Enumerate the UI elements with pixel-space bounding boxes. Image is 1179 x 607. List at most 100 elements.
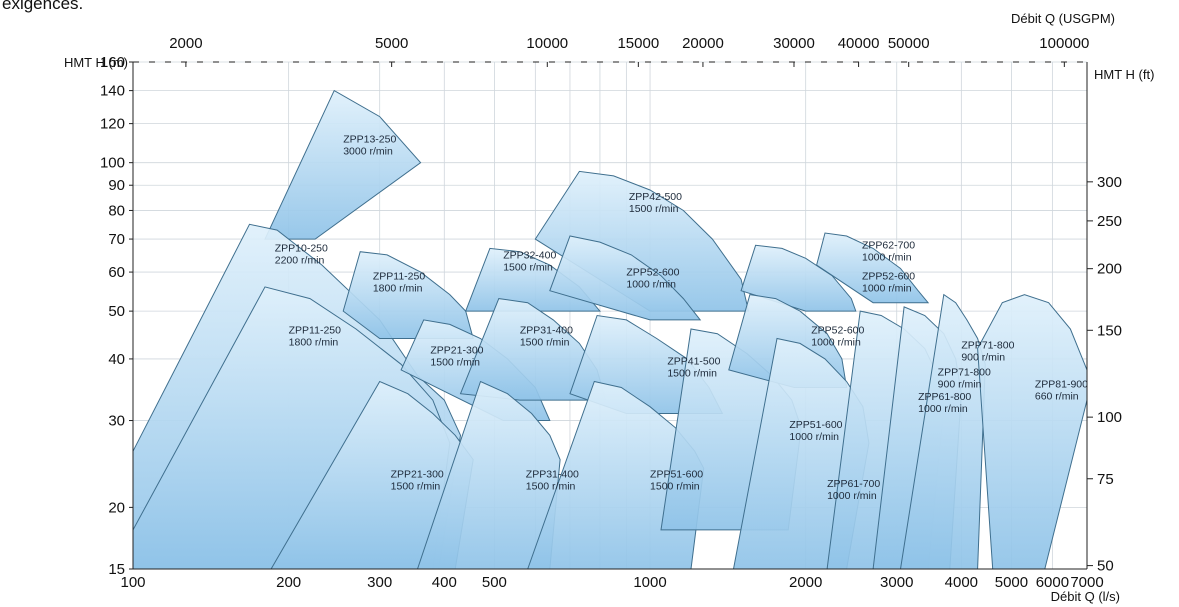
- curve-label-model: ZPP52-600: [811, 325, 864, 337]
- curve-label-model: ZPP61-700: [827, 478, 880, 490]
- curve-label-speed: 1500 r/min: [391, 480, 441, 492]
- x-tick-label: 5000: [995, 574, 1028, 591]
- curve-label-model: ZPP71-800: [961, 339, 1014, 351]
- y-tick-label: 15: [108, 561, 125, 578]
- curve-label-speed: 1800 r/min: [373, 282, 423, 294]
- curve-label-speed: 1500 r/min: [629, 203, 679, 215]
- curve-label-model: ZPP41-500: [667, 355, 720, 367]
- curve-label-speed: 3000 r/min: [343, 145, 393, 157]
- y-tick-label: 80: [108, 202, 125, 219]
- curve-label-speed: 900 r/min: [961, 351, 1005, 363]
- curve-label-model: ZPP62-700: [862, 239, 915, 251]
- x-tick-label: 1000: [633, 574, 666, 591]
- curve-label-model: ZPP52-600: [626, 267, 679, 279]
- curve-area: [816, 232, 930, 304]
- curve-label-speed: 900 r/min: [938, 379, 982, 391]
- x2-tick-label: 30000: [773, 35, 815, 52]
- y-tick-label: 100: [100, 155, 125, 172]
- curve-label-model: ZPP10-250: [275, 243, 328, 255]
- y-tick-label: 60: [108, 264, 125, 281]
- curve-label-model: ZPP52-600: [862, 270, 915, 282]
- curve-area: [534, 170, 750, 312]
- x-tick-label: 300: [367, 574, 392, 591]
- x2-tick-label: 100000: [1039, 35, 1089, 52]
- y2-tick-label: 150: [1097, 322, 1122, 339]
- curve-label-speed: 1000 r/min: [811, 337, 861, 349]
- curve-label-speed: 1500 r/min: [667, 367, 717, 379]
- y2-tick-label: 200: [1097, 261, 1122, 278]
- x-tick-label: 6000: [1036, 574, 1069, 591]
- y-tick-label: 120: [100, 116, 125, 133]
- x2-tick-label: 50000: [888, 35, 930, 52]
- x2-tick-label: 15000: [617, 35, 659, 52]
- y-tick-label: 30: [108, 413, 125, 430]
- curve-label-model: ZPP31-400: [526, 468, 579, 480]
- x2-tick-label: 20000: [682, 35, 724, 52]
- curve-label-speed: 2200 r/min: [275, 255, 325, 267]
- curve-label-speed: 1500 r/min: [503, 261, 553, 273]
- curve-area: [264, 89, 422, 240]
- curve-label-model: ZPP42-500: [629, 191, 682, 203]
- curve-area: [527, 380, 705, 569]
- curve-areas: [133, 89, 1087, 569]
- axes: 100 200 300 400 500 1000 2000 3000 4000 5000 6000 7…: [100, 35, 1122, 591]
- x-tick-label: 100: [120, 574, 145, 591]
- x-tick-label: 3000: [880, 574, 913, 591]
- y-tick-label: 70: [108, 231, 125, 248]
- curve-area: [342, 251, 474, 339]
- x2-axis-title: Débit Q (USGPM): [1011, 11, 1115, 26]
- curve-label-speed: 1500 r/min: [650, 480, 700, 492]
- y-tick-label: 140: [100, 83, 125, 100]
- y-tick-label: 160: [100, 54, 125, 71]
- curve-label-model: ZPP71-800: [938, 367, 991, 379]
- curve-label-speed: 660 r/min: [1035, 391, 1079, 403]
- y2-tick-label: 300: [1097, 174, 1122, 191]
- x-tick-label: 2000: [789, 574, 822, 591]
- curve-label-model: ZPP81-900: [1035, 379, 1088, 391]
- x2-tick-label: 5000: [375, 35, 408, 52]
- curve-label-model: ZPP11-250: [373, 270, 425, 282]
- y-tick-label: 50: [108, 303, 125, 320]
- y2-axis-title: HMT H (ft): [1094, 67, 1154, 82]
- curve-area: [899, 293, 986, 569]
- y2-tick-label: 250: [1097, 213, 1122, 230]
- curve-label-model: ZPP32-400: [503, 249, 556, 261]
- curve-label-model: ZPP51-600: [789, 419, 842, 431]
- curve-label-speed: 1000 r/min: [626, 279, 676, 291]
- x-tick-label: 4000: [945, 574, 978, 591]
- y-axis-title: HMT H (m): [64, 55, 128, 70]
- x-tick-label: 200: [276, 574, 301, 591]
- x-tick-label: 500: [482, 574, 507, 591]
- intro-text: exigences.: [2, 0, 84, 13]
- y-tick-label: 20: [108, 499, 125, 516]
- y2-tick-label: 100: [1097, 409, 1122, 426]
- curve-label-speed: 1800 r/min: [289, 337, 339, 349]
- x2-tick-label: 40000: [838, 35, 880, 52]
- x-tick-label: 400: [432, 574, 457, 591]
- y2-tick-label: 50: [1097, 558, 1114, 575]
- curve-area: [549, 235, 702, 321]
- curve-label-model: ZPP21-300: [430, 345, 483, 357]
- curve-area: [977, 294, 1087, 569]
- x-axis-title: Débit Q (l/s): [1051, 589, 1120, 604]
- curve-label-speed: 1500 r/min: [526, 480, 576, 492]
- x-tick-label: 7000: [1070, 574, 1103, 591]
- y2-tick-label: 75: [1097, 471, 1114, 488]
- y-tick-label: 90: [108, 177, 125, 194]
- curve-area: [459, 298, 607, 401]
- curve-label-model: ZPP11-250: [289, 325, 341, 337]
- curve-label-model: ZPP51-600: [650, 468, 703, 480]
- curve-label-speed: 1000 r/min: [862, 251, 912, 263]
- curve-label-model: ZPP61-800: [918, 391, 971, 403]
- curve-label-model: ZPP13-250: [343, 133, 396, 145]
- curve-label-model: ZPP31-400: [520, 325, 573, 337]
- curve-label-speed: 1000 r/min: [789, 431, 839, 443]
- curve-label-speed: 1000 r/min: [862, 282, 912, 294]
- curve-label-speed: 1000 r/min: [918, 403, 968, 415]
- x2-tick-label: 10000: [526, 35, 568, 52]
- curve-label-speed: 1500 r/min: [520, 337, 570, 349]
- y-tick-label: 40: [108, 351, 125, 368]
- curve-label-speed: 1500 r/min: [430, 357, 480, 369]
